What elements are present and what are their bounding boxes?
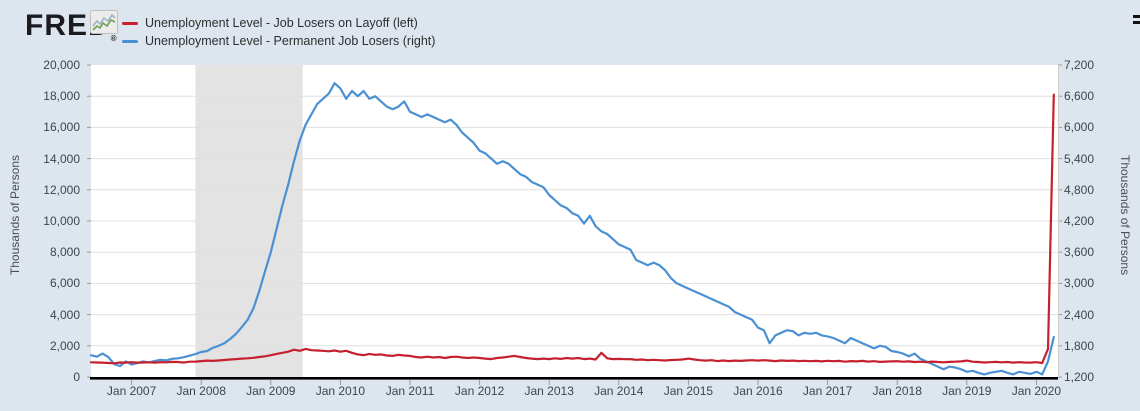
x-axis-tick-label: Jan 2009 <box>246 384 296 398</box>
x-axis-tick-label: Jan 2012 <box>454 384 505 398</box>
x-axis-tick-label: Jan 2008 <box>176 384 226 398</box>
left-axis-tick-label: 0 <box>73 370 80 384</box>
left-axis-tick-label: 18,000 <box>43 89 80 104</box>
x-axis-tick-label: Jan 2010 <box>315 384 366 398</box>
right-axis-tick-label: 1,800 <box>1064 338 1095 353</box>
right-axis-tick-label: 2,400 <box>1064 307 1095 322</box>
left-axis-tick-label: 6,000 <box>49 276 80 291</box>
x-axis-tick-label: Jan 2018 <box>872 384 922 398</box>
legend-item-layoff: Unemployment Level - Job Losers on Layof… <box>122 14 435 32</box>
registered-mark-icon: ® <box>110 34 118 43</box>
series-line-layoff <box>89 93 1055 365</box>
x-axis-line <box>90 377 1058 380</box>
x-axis-tick-label: Jan 2020 <box>1011 384 1062 398</box>
left-axis-tick-label: 14,000 <box>43 151 80 166</box>
x-axis-tick-label: Jan 2016 <box>733 384 783 398</box>
left-axis-tick-label: 4,000 <box>49 307 80 322</box>
x-axis-tick-label: Jan 2019 <box>942 384 992 398</box>
right-axis-tick-label: 3,000 <box>1064 276 1095 291</box>
right-axis-tick-label: 3,600 <box>1064 245 1095 260</box>
legend-label-layoff: Unemployment Level - Job Losers on Layof… <box>145 16 418 30</box>
right-axis-tick-label: 4,200 <box>1064 214 1095 228</box>
x-axis-tick-label: Jan 2007 <box>106 384 157 398</box>
right-axis-tick-label: 5,400 <box>1064 151 1095 166</box>
x-axis-tick-label: Jan 2015 <box>663 384 714 398</box>
legend-swatch-layoff <box>122 21 138 25</box>
right-axis-tick-label: 6,600 <box>1064 89 1095 104</box>
hamburger-bar <box>1133 21 1140 24</box>
legend-item-permanent: Unemployment Level - Permanent Job Loser… <box>122 32 435 50</box>
x-axis-tick-label: Jan 2017 <box>802 384 853 398</box>
right-axis-tick-label: 6,000 <box>1064 120 1095 135</box>
left-axis-tick-label: 16,000 <box>43 120 80 135</box>
left-axis-tick-label: 20,000 <box>43 58 80 72</box>
left-axis-tick-label: 2,000 <box>49 338 80 353</box>
legend: Unemployment Level - Job Losers on Layof… <box>122 14 435 50</box>
hamburger-bar <box>1133 15 1140 18</box>
sparkline-icon <box>90 10 118 34</box>
right-axis-title: Thousands of Persons <box>1118 155 1132 276</box>
right-axis-tick-label: 1,200 <box>1064 370 1095 384</box>
left-axis-tick-label: 12,000 <box>43 182 80 197</box>
right-axis-tick-label: 7,200 <box>1064 58 1095 72</box>
legend-label-permanent: Unemployment Level - Permanent Job Loser… <box>145 34 436 48</box>
x-axis-tick-label: Jan 2011 <box>385 384 435 398</box>
left-axis-tick-label: 10,000 <box>43 214 80 228</box>
legend-swatch-permanent <box>122 39 138 43</box>
left-axis-tick-label: 8,000 <box>49 245 80 260</box>
series-line-permanent <box>89 82 1055 376</box>
x-axis-tick-label: Jan 2013 <box>524 384 574 398</box>
x-axis-tick-label: Jan 2014 <box>594 384 644 398</box>
hamburger-menu-icon[interactable] <box>1133 15 1140 27</box>
right-axis-tick-label: 4,800 <box>1064 182 1095 197</box>
